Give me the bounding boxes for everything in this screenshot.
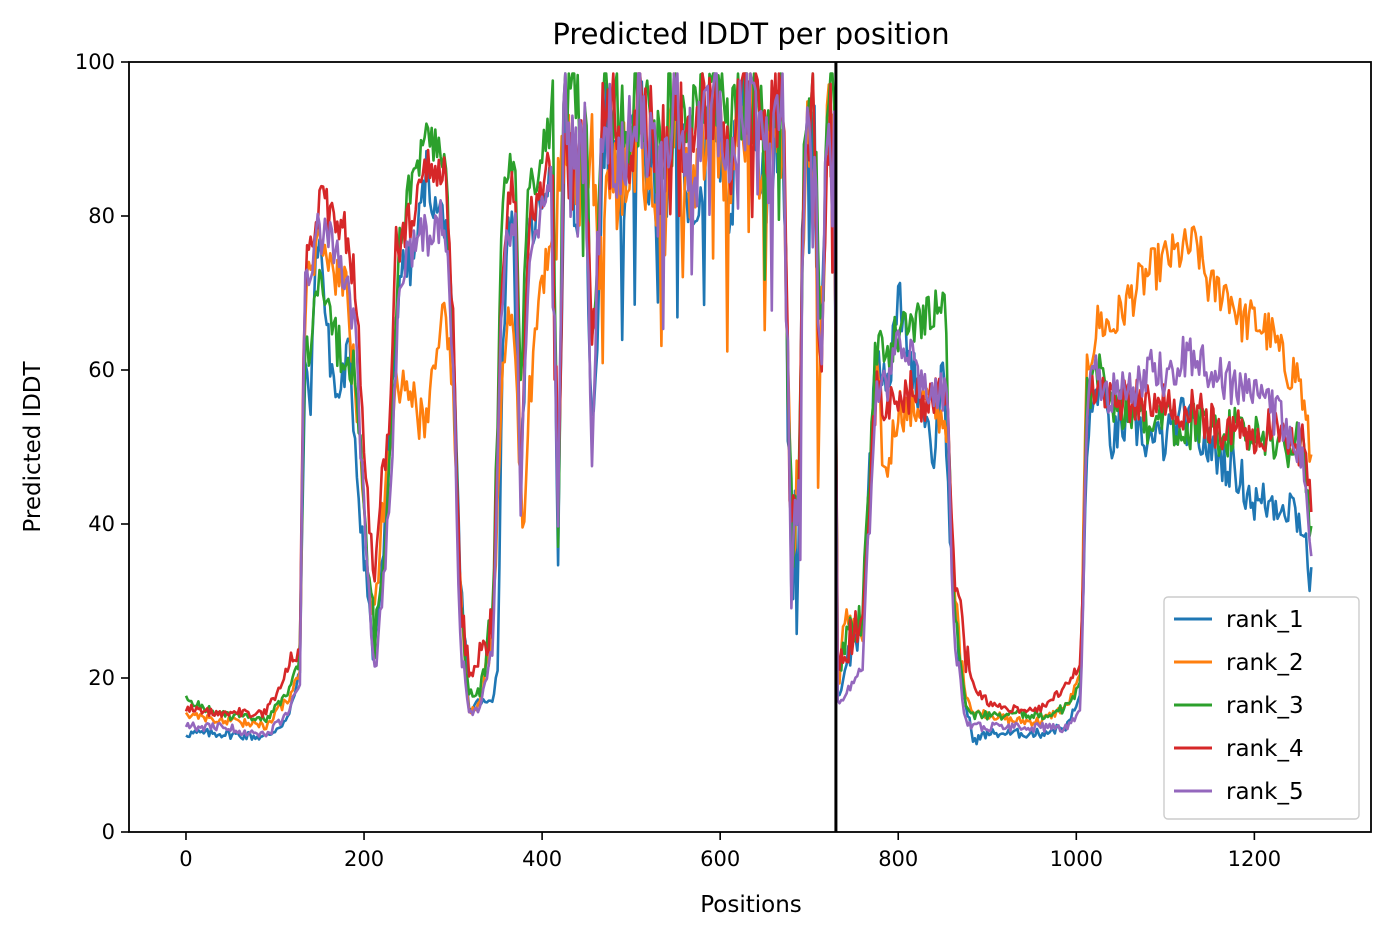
- x-tick-label: 1200: [1228, 847, 1281, 871]
- x-tick-label: 800: [878, 847, 918, 871]
- legend-box: [1163, 596, 1360, 820]
- x-axis: 0 200 400 600 800 1000 1200: [179, 832, 1281, 871]
- y-tick-label: 100: [75, 50, 115, 74]
- y-tick-label: 60: [88, 358, 115, 382]
- legend-label: rank_3: [1226, 693, 1304, 719]
- plot-area: [184, 62, 1313, 832]
- series-line-rank_5: [184, 72, 1313, 738]
- y-tick-label: 40: [88, 512, 115, 536]
- y-axis: 0 20 40 60 80 100: [75, 50, 129, 844]
- plot-frame: [128, 61, 1372, 833]
- y-tick-label: 20: [88, 666, 115, 690]
- legend-label: rank_2: [1226, 650, 1304, 676]
- x-tick-label: 600: [700, 847, 740, 871]
- x-tick-label: 0: [179, 847, 192, 871]
- x-axis-label: Positions: [700, 892, 802, 918]
- legend-label: rank_1: [1226, 607, 1304, 633]
- legend-label: rank_5: [1226, 779, 1304, 805]
- y-tick-label: 80: [88, 204, 115, 228]
- x-tick-label: 200: [344, 847, 384, 871]
- legend-label: rank_4: [1226, 736, 1304, 762]
- series-layer: [184, 72, 1313, 746]
- y-axis-label: Predicted lDDT: [20, 360, 46, 532]
- x-tick-label: 1000: [1050, 847, 1103, 871]
- chart-title: Predicted lDDT per position: [552, 17, 949, 51]
- legend: rank_1 rank_2 rank_3 rank_4 rank_5: [1163, 596, 1360, 820]
- x-tick-label: 400: [522, 847, 562, 871]
- y-tick-label: 0: [102, 820, 115, 844]
